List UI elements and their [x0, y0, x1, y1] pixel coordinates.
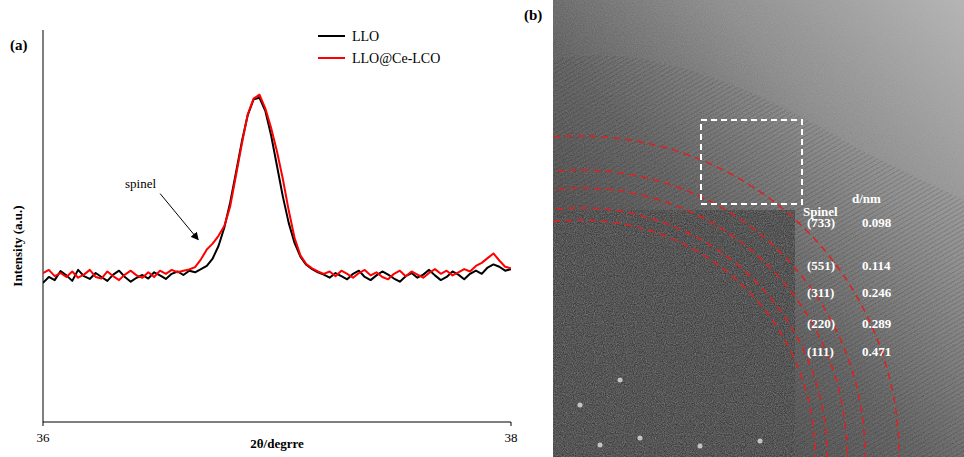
plot-lines	[43, 95, 511, 283]
diffraction-ring	[553, 220, 815, 457]
plane-label: (311)	[807, 285, 834, 300]
x-axis	[43, 422, 511, 423]
series-line	[43, 95, 511, 280]
legend-label: LLO	[352, 29, 379, 44]
d-spacing: 0.114	[862, 258, 891, 273]
d-spacing: 0.246	[862, 285, 892, 300]
diffraction-ring	[553, 170, 865, 457]
fft-spot	[698, 444, 703, 449]
tem-noise	[553, 0, 964, 457]
x-tick	[511, 422, 512, 426]
fft-inset	[553, 210, 795, 457]
plane-label: (220)	[807, 316, 835, 331]
panel-label: (b)	[524, 7, 542, 24]
series-line	[43, 98, 511, 283]
annotation-arrow	[160, 194, 198, 240]
fft-spot	[618, 378, 623, 383]
fft-spot	[638, 436, 643, 441]
plane-label: (551)	[807, 258, 835, 273]
x-tick	[43, 422, 44, 426]
fft-spot	[598, 443, 603, 448]
x-tick-label: 36	[37, 430, 51, 445]
plane-label: (733)	[807, 215, 835, 230]
panel-label: (a)	[10, 37, 28, 54]
y-axis	[43, 30, 44, 422]
fft-spot	[758, 439, 763, 444]
diffraction-ring	[553, 208, 827, 457]
y-axis-title: Intensity (a.u.)	[10, 205, 25, 286]
legend-label: LLO@Ce-LCO	[352, 51, 440, 66]
table-header: d/nm	[852, 191, 881, 206]
diffraction-ring	[553, 188, 847, 457]
d-spacing: 0.471	[862, 344, 891, 359]
selected-area	[701, 120, 802, 204]
legend-swatch	[318, 35, 345, 37]
fft-spot	[578, 403, 583, 408]
legend-swatch	[318, 57, 345, 59]
x-axis-title: 2θ/degrre	[250, 436, 304, 451]
tem-image	[553, 0, 964, 457]
x-tick-label: 38	[505, 430, 518, 445]
d-spacing: 0.289	[862, 316, 892, 331]
fft-noise	[553, 210, 795, 457]
plane-label: (111)	[807, 344, 834, 359]
figure: 36 38 2θ/degrre Intensity (a.u.) LLO LLO@Ce-L…	[0, 0, 964, 457]
tem-background	[553, 0, 964, 457]
annotation: spinel	[125, 176, 156, 191]
diffraction-ring	[553, 136, 899, 457]
d-spacing: 0.098	[862, 215, 892, 230]
